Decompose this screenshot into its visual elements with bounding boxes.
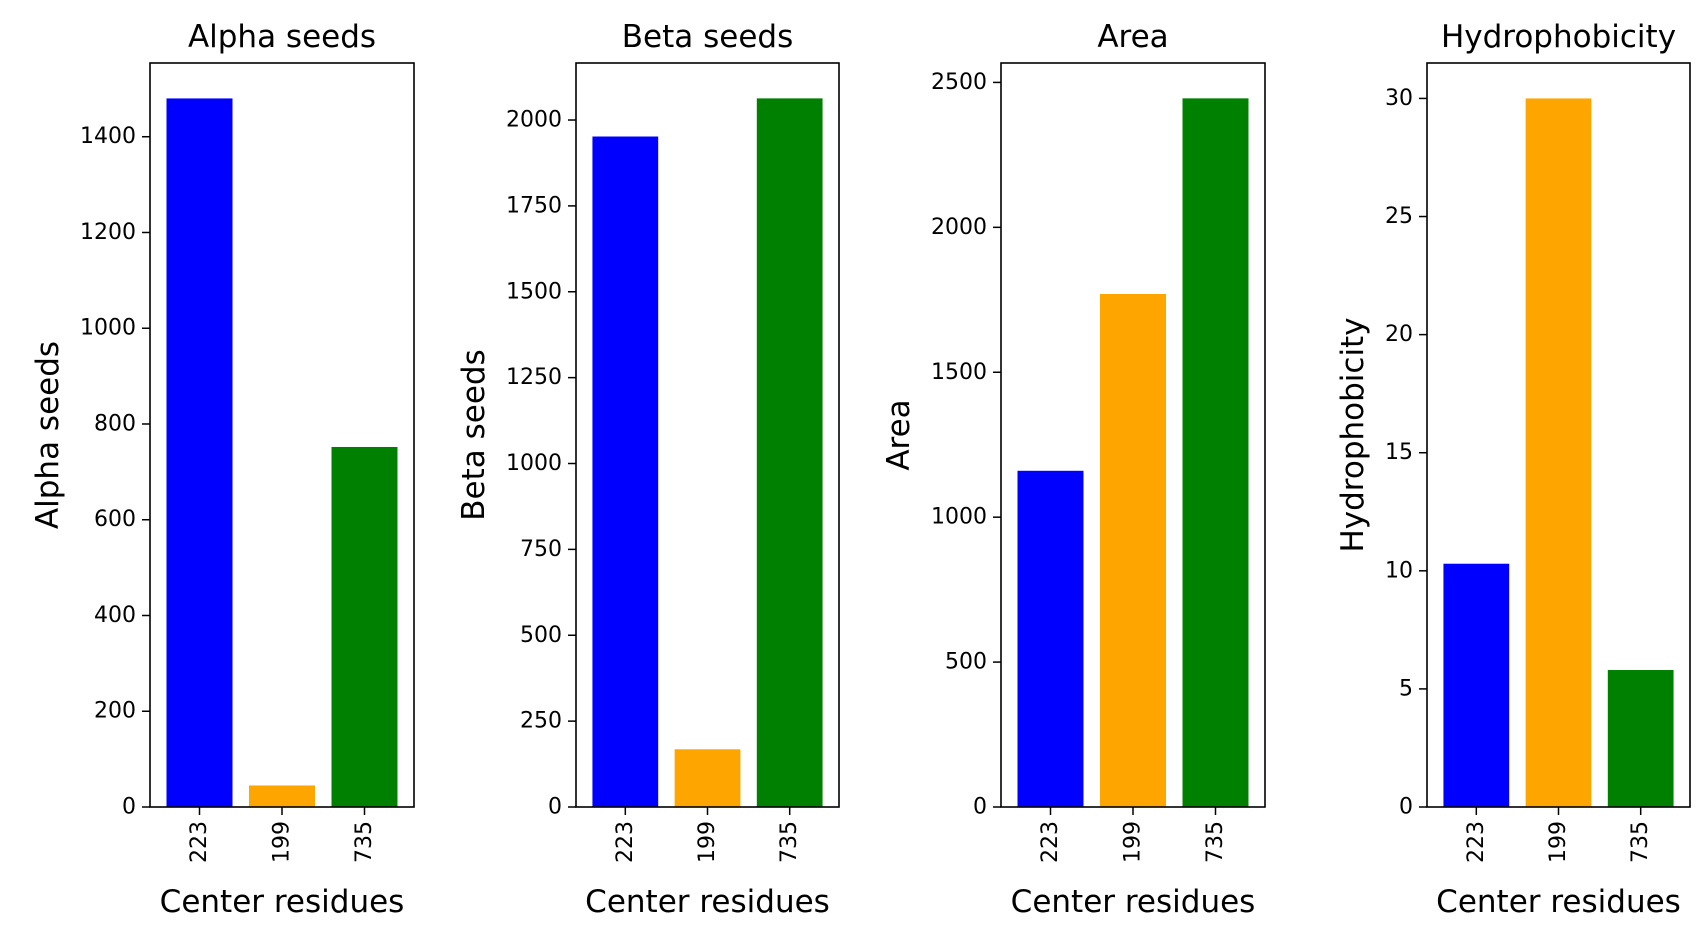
area-ytick-label-500: 500 (945, 650, 987, 675)
alpha-seeds-axes-frame (149, 62, 415, 808)
beta-seeds-axes-frame (575, 62, 840, 808)
beta-seeds-bar-199 (674, 749, 741, 807)
subplot-beta-seeds: 223 199 735 0 250 500 750 1000 1250 1500 1750 2000 B… (456, 19, 840, 920)
area-ytick-label-2500: 2500 (931, 70, 987, 95)
area-ytick-label-1500: 1500 (931, 360, 987, 385)
alpha-seeds-ytick-label-1200: 1200 (80, 220, 136, 245)
area-bar-223 (1017, 470, 1084, 807)
area-title: Area (1097, 19, 1168, 55)
beta-seeds-xlabel: Center residues (585, 884, 830, 920)
hydrophobicity-bar-199 (1525, 98, 1592, 808)
alpha-seeds-ytick-label-600: 600 (94, 507, 136, 532)
area-axes-frame (1000, 62, 1266, 808)
beta-seeds-ytick-label-750: 750 (520, 537, 562, 562)
alpha-seeds-title: Alpha seeds (188, 19, 376, 55)
beta-seeds-xtick-label-223: 223 (613, 821, 638, 863)
alpha-seeds-xlabel: Center residues (160, 884, 405, 920)
hydrophobicity-bar-223 (1443, 563, 1510, 807)
hydrophobicity-ytick-label-15: 15 (1385, 440, 1413, 465)
beta-seeds-ytick-label-250: 250 (520, 709, 562, 734)
subplot-alpha-seeds: 223 199 735 0 200 400 600 800 1000 1200 1400 Alpha … (30, 19, 415, 920)
beta-seeds-ytick-label-1000: 1000 (506, 451, 562, 476)
beta-seeds-ylabel: Beta seeds (456, 349, 492, 520)
beta-seeds-ytick-label-1250: 1250 (506, 365, 562, 390)
alpha-seeds-xtick-label-199: 199 (270, 821, 295, 863)
beta-seeds-xtick-label-735: 735 (777, 821, 802, 863)
alpha-seeds-bar-735 (331, 446, 398, 807)
hydrophobicity-ytick-label-20: 20 (1385, 322, 1413, 347)
area-ytick-label-0: 0 (973, 795, 987, 820)
hydrophobicity-ytick-label-10: 10 (1385, 558, 1413, 583)
subplot-area: 223 199 735 0 500 1000 1500 2000 2500 Area Center … (881, 19, 1266, 920)
beta-seeds-ytick-label-1500: 1500 (506, 279, 562, 304)
alpha-seeds-bar-199 (249, 785, 315, 807)
area-xtick-label-199: 199 (1121, 821, 1146, 863)
area-bar-199 (1100, 294, 1166, 807)
hydrophobicity-axes-frame (1426, 62, 1691, 808)
hydrophobicity-ylabel: Hydrophobicity (1335, 317, 1371, 552)
alpha-seeds-xtick-label-735: 735 (352, 821, 377, 863)
beta-seeds-xtick-label-199: 199 (695, 821, 720, 863)
hydrophobicity-xtick-label-735: 735 (1628, 821, 1653, 863)
subplot-hydrophobicity: 223 199 735 0 5 10 15 20 25 30 Hydrophobicity Cente… (1335, 19, 1691, 920)
beta-seeds-ytick-label-0: 0 (548, 795, 562, 820)
area-ytick-label-1000: 1000 (931, 505, 987, 530)
area-ytick-label-2000: 2000 (931, 215, 987, 240)
hydrophobicity-ytick-label-25: 25 (1385, 204, 1413, 229)
area-xlabel: Center residues (1011, 884, 1256, 920)
hydrophobicity-ytick-label-0: 0 (1399, 795, 1413, 820)
area-xtick-label-223: 223 (1038, 821, 1063, 863)
beta-seeds-bar-735 (756, 98, 823, 807)
alpha-seeds-ylabel: Alpha seeds (30, 341, 66, 529)
hydrophobicity-xtick-label-199: 199 (1546, 821, 1571, 863)
hydrophobicity-xtick-label-223: 223 (1464, 821, 1489, 863)
area-xtick-label-735: 735 (1203, 821, 1228, 863)
hydrophobicity-title: Hydrophobicity (1441, 19, 1676, 55)
beta-seeds-ytick-label-2000: 2000 (506, 108, 562, 133)
alpha-seeds-ytick-label-1400: 1400 (80, 124, 136, 149)
beta-seeds-ytick-label-500: 500 (520, 623, 562, 648)
alpha-seeds-ytick-label-1000: 1000 (80, 316, 136, 341)
hydrophobicity-ytick-label-5: 5 (1399, 676, 1413, 701)
area-ylabel: Area (881, 399, 917, 470)
beta-seeds-ytick-label-1750: 1750 (506, 193, 562, 218)
alpha-seeds-bar-223 (166, 98, 233, 808)
alpha-seeds-ytick-label-400: 400 (94, 603, 136, 628)
alpha-seeds-ytick-label-800: 800 (94, 411, 136, 436)
hydrophobicity-bar-735 (1607, 670, 1674, 807)
alpha-seeds-ytick-label-0: 0 (122, 795, 136, 820)
beta-seeds-bar-223 (592, 136, 659, 807)
beta-seeds-title: Beta seeds (622, 19, 793, 55)
hydrophobicity-xlabel: Center residues (1436, 884, 1681, 920)
area-bar-735 (1182, 98, 1249, 808)
alpha-seeds-xtick-label-223: 223 (187, 821, 212, 863)
hydrophobicity-ytick-label-30: 30 (1385, 86, 1413, 111)
alpha-seeds-ytick-label-200: 200 (94, 699, 136, 724)
